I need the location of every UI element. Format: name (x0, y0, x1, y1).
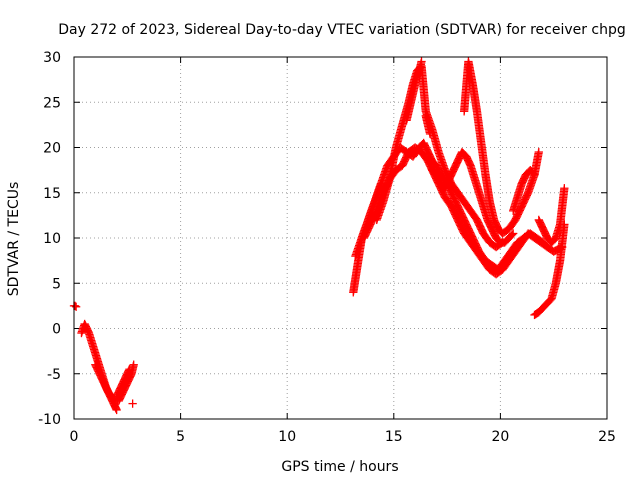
y-tick-label: 25 (43, 95, 61, 111)
y-tick-label: 0 (52, 322, 61, 338)
data-point (70, 301, 80, 311)
tick-labels: 0 5 10 15 20 25 -10 -5 0 5 10 15 20 25 30 (38, 50, 616, 445)
chart-title: Day 272 of 2023, Sidereal Day-to-day VTE… (58, 22, 626, 38)
data-points (69, 57, 569, 415)
x-axis-label: GPS time / hours (281, 459, 398, 475)
data-point (128, 399, 137, 408)
y-tick-label: -10 (38, 412, 61, 428)
y-tick-label: 10 (43, 231, 61, 247)
x-tick-label: 5 (176, 429, 185, 445)
y-tick-label: -5 (47, 367, 61, 383)
y-tick-label: 20 (43, 141, 61, 157)
x-tick-label: 10 (278, 429, 296, 445)
data-point (560, 184, 569, 193)
x-tick-label: 15 (385, 429, 403, 445)
y-tick-label: 15 (43, 186, 61, 202)
data-point (125, 365, 134, 374)
data-point (417, 57, 426, 66)
data-point (530, 170, 539, 179)
y-axis-label: SDTVAR / TECUs (6, 182, 22, 297)
y-tick-label: 5 (52, 276, 61, 292)
data-point (534, 147, 543, 157)
plot-frame (73, 56, 608, 420)
data-point (507, 230, 517, 239)
x-tick-label: 25 (598, 429, 616, 445)
x-tick-label: 20 (491, 429, 509, 445)
x-tick-label: 0 (70, 429, 79, 445)
data-point (425, 129, 435, 139)
y-tick-label: 30 (43, 50, 61, 66)
data-point (129, 360, 138, 369)
data-point (112, 405, 121, 415)
data-point (509, 229, 518, 238)
data-point (529, 169, 538, 178)
